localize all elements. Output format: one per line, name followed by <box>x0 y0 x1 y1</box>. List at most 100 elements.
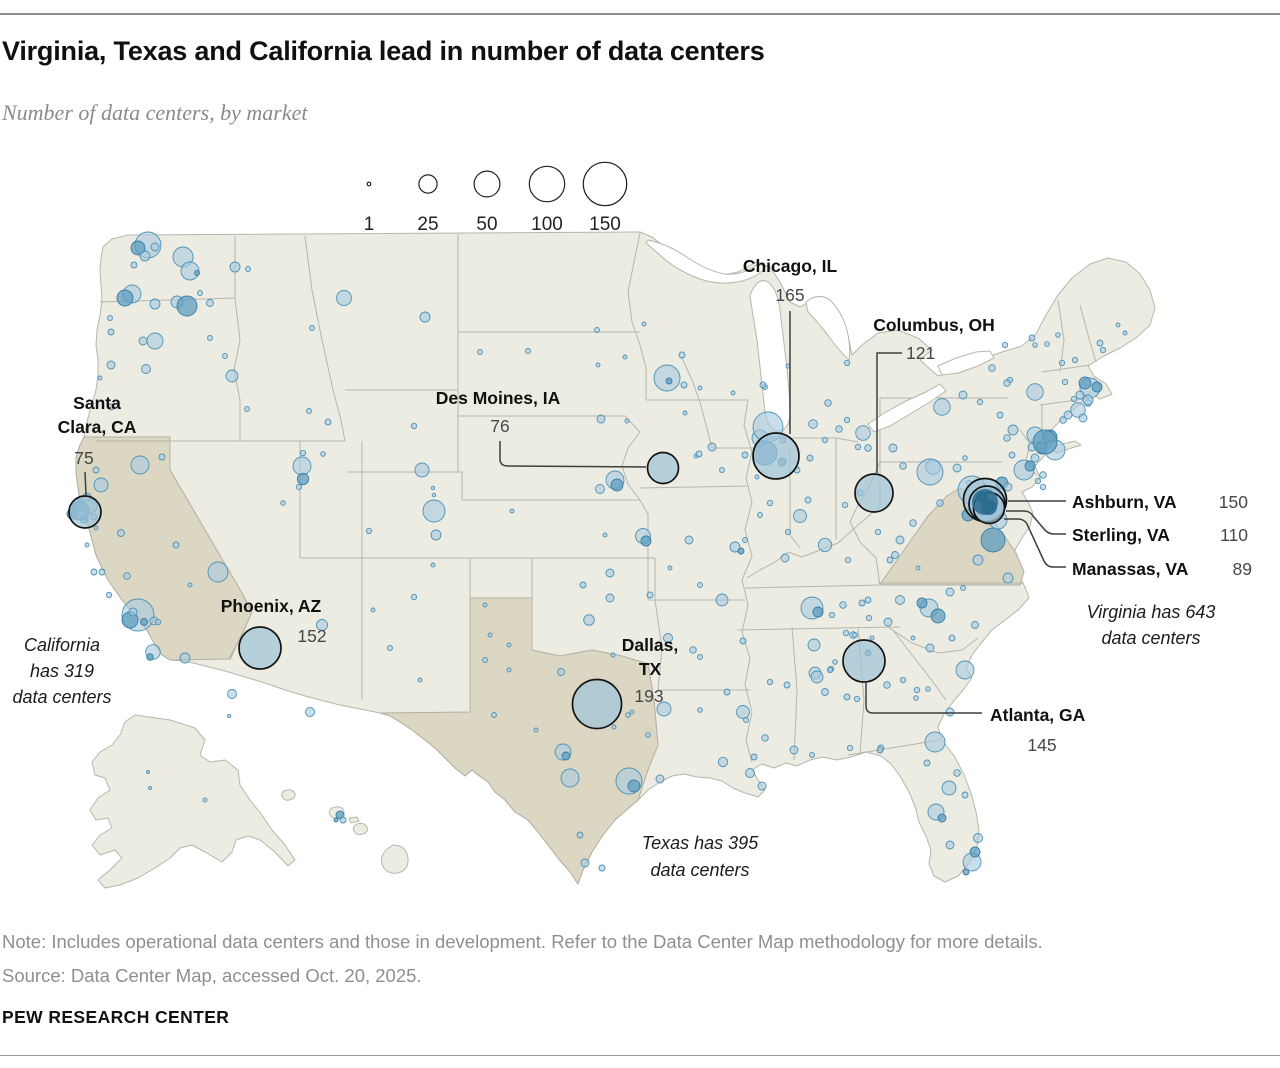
bubble <box>148 786 152 790</box>
market-circle <box>646 451 680 485</box>
bubble <box>808 419 818 429</box>
bubble <box>1032 429 1058 455</box>
bubble <box>207 335 213 341</box>
bubble <box>90 568 98 576</box>
bubble <box>222 353 228 359</box>
bubble <box>1003 434 1011 442</box>
bubble <box>806 454 814 462</box>
ashburn-cluster-cores <box>972 489 998 515</box>
bubble <box>973 833 983 843</box>
bubble <box>339 816 347 824</box>
leader-line <box>865 683 982 714</box>
bubble <box>414 462 430 478</box>
bubble <box>719 467 725 473</box>
bubble <box>913 695 919 701</box>
market-label: Sterling, VA <box>1072 525 1170 545</box>
bubble <box>336 290 352 306</box>
bubble <box>855 425 871 441</box>
bubble <box>804 496 812 504</box>
bubble <box>841 501 849 509</box>
bubble <box>305 707 315 717</box>
bubble-core <box>981 499 997 515</box>
bubble <box>980 527 1006 553</box>
bubble <box>844 556 852 564</box>
bubble <box>107 328 115 336</box>
bubble <box>595 484 605 494</box>
bubble <box>1115 322 1121 328</box>
bubble <box>625 712 631 718</box>
bubble <box>207 561 229 583</box>
bubble <box>1008 451 1016 459</box>
bubble <box>106 360 116 370</box>
bubble <box>955 660 975 680</box>
legend-circle <box>582 161 628 207</box>
bubble <box>417 677 423 683</box>
bubble <box>610 478 624 492</box>
market-label: Dallas, TX <box>622 635 678 679</box>
bubble <box>665 377 673 385</box>
bubble <box>789 745 799 755</box>
bubble <box>1030 453 1040 463</box>
market-value: 76 <box>490 416 509 436</box>
bubble <box>1039 483 1047 491</box>
hawaii-molokai-shape <box>348 816 360 824</box>
bubble <box>667 565 673 571</box>
market-value: 121 <box>906 343 935 363</box>
bubble <box>1075 390 1085 400</box>
leader-line <box>876 352 902 473</box>
market-label: Des Moines, IA <box>436 388 561 408</box>
top-rule <box>0 13 1280 15</box>
bubble <box>430 529 442 541</box>
bubble <box>899 676 907 684</box>
bubble <box>736 705 750 719</box>
market-value: 165 <box>775 285 804 305</box>
bubble <box>309 325 315 331</box>
bubble <box>1059 416 1067 424</box>
legend-circle <box>418 174 438 194</box>
bubble <box>139 250 151 262</box>
bubble <box>320 451 326 457</box>
bubble <box>891 551 899 559</box>
bubble <box>839 601 847 609</box>
bubble <box>976 398 984 406</box>
bubble <box>824 399 832 407</box>
legend-number: 50 <box>476 214 497 235</box>
bubble <box>952 463 962 473</box>
bubble <box>996 411 1004 419</box>
bubble <box>737 547 745 555</box>
bubble <box>629 709 635 715</box>
bubble <box>682 410 688 416</box>
bubble <box>656 701 672 717</box>
bubble <box>506 667 512 673</box>
bubble <box>605 593 615 603</box>
bubble <box>1071 356 1079 364</box>
bubble <box>1002 572 1014 584</box>
bubble <box>707 442 717 452</box>
bubble <box>244 406 250 412</box>
bubble <box>1082 394 1094 406</box>
market-circle <box>854 473 894 513</box>
bubble <box>324 418 332 426</box>
bubble <box>858 599 866 607</box>
bubble <box>743 717 749 723</box>
bubble <box>821 436 829 444</box>
bubble <box>761 734 769 742</box>
bubble <box>128 607 138 617</box>
bubble <box>655 774 665 784</box>
bubble <box>697 654 703 660</box>
market-circle <box>68 495 102 529</box>
bubble <box>1003 379 1011 387</box>
bubble <box>1070 395 1078 403</box>
bubble <box>1122 330 1128 336</box>
bubble <box>961 791 969 799</box>
bubble <box>766 678 774 686</box>
bubble <box>846 744 854 752</box>
bubble <box>583 614 595 626</box>
bubble <box>150 242 160 252</box>
bubble <box>972 554 984 566</box>
bubble <box>245 266 251 272</box>
bubble <box>1034 477 1042 485</box>
bubble <box>886 556 894 564</box>
note-text: Note: Includes operational data centers … <box>2 931 1043 952</box>
